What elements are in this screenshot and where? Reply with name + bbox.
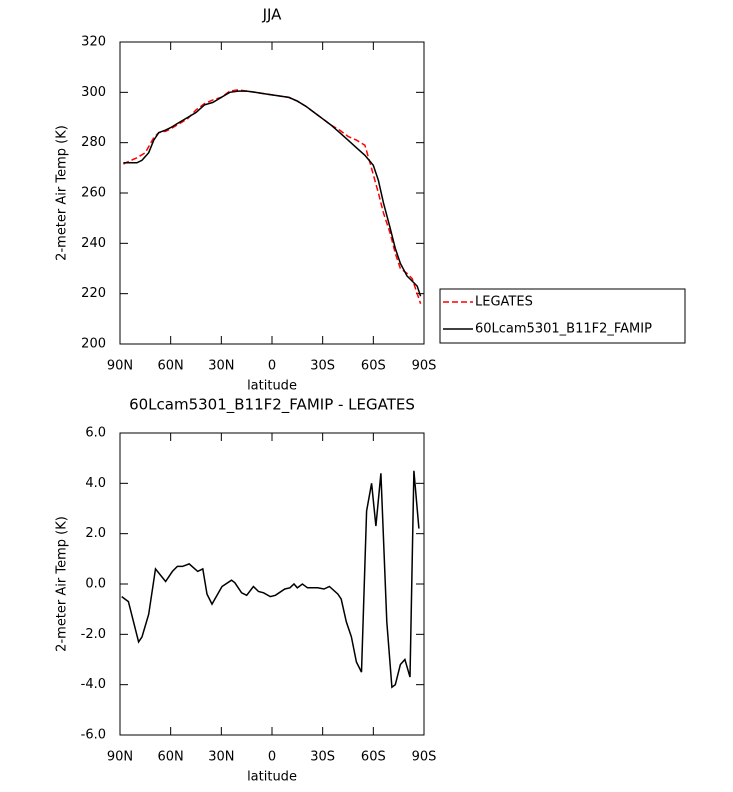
x-tick-label: 90N <box>107 359 133 374</box>
x-axis-label: latitude <box>247 770 297 785</box>
x-tick-label: 60S <box>361 750 386 765</box>
x-tick-label: 60N <box>158 750 184 765</box>
x-tick-label: 90S <box>412 359 437 374</box>
plot-frame <box>119 432 425 736</box>
legend-label: 60Lcam5301_B11F2_FAMIP <box>475 322 652 337</box>
legend-label: LEGATES <box>475 295 533 310</box>
legend-box <box>439 288 686 344</box>
y-tick-label: 200 <box>81 337 106 352</box>
x-tick-label: 30S <box>310 359 335 374</box>
data-line <box>123 90 422 297</box>
y-tick-label: 220 <box>81 286 106 301</box>
y-tick-label: 300 <box>81 85 106 100</box>
y-tick-label: 6.0 <box>85 426 106 441</box>
y-tick-label: 2.0 <box>85 526 106 541</box>
plot-frame <box>119 41 425 345</box>
y-tick-label: -6.0 <box>81 728 106 743</box>
y-axis-label: 2-meter Air Temp (K) <box>55 516 70 652</box>
y-tick-label: 280 <box>81 135 106 150</box>
y-tick-label: 320 <box>81 35 106 50</box>
x-tick-label: 30N <box>208 750 234 765</box>
x-axis-label: latitude <box>247 379 297 394</box>
y-tick-label: 0.0 <box>85 577 106 592</box>
y-tick-label: -2.0 <box>81 627 106 642</box>
x-tick-label: 30S <box>310 750 335 765</box>
x-tick-label: 0 <box>268 750 276 765</box>
y-tick-label: 260 <box>81 186 106 201</box>
x-tick-label: 60N <box>158 359 184 374</box>
x-tick-label: 0 <box>268 359 276 374</box>
data-line <box>121 470 420 689</box>
x-tick-label: 60S <box>361 359 386 374</box>
x-tick-label: 30N <box>208 359 234 374</box>
x-tick-label: 90S <box>412 750 437 765</box>
y-tick-label: 4.0 <box>85 476 106 491</box>
y-tick-label: 240 <box>81 236 106 251</box>
chart-title: 60Lcam5301_B11F2_FAMIP - LEGATES <box>129 396 415 415</box>
y-tick-label: -4.0 <box>81 677 106 692</box>
chart-title: JJA <box>262 6 283 24</box>
data-line <box>123 89 422 304</box>
x-tick-label: 90N <box>107 750 133 765</box>
y-axis-label: 2-meter Air Temp (K) <box>55 125 70 261</box>
